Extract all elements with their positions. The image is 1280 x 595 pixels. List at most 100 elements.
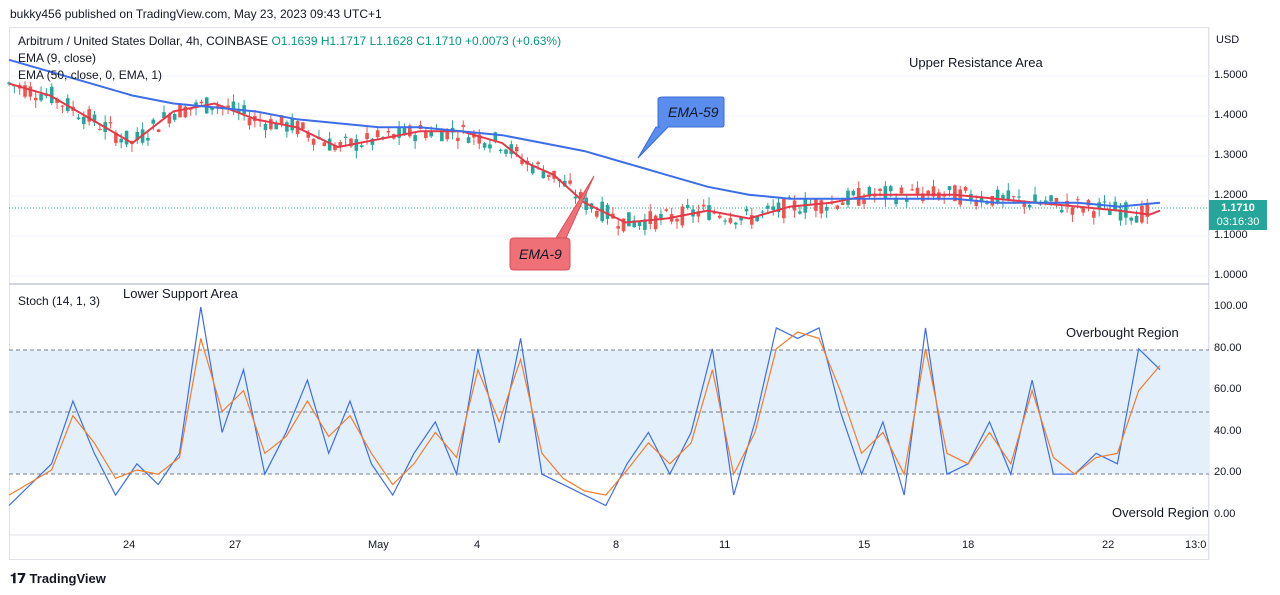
candle-body: [1006, 190, 1011, 201]
candle-body: [696, 211, 701, 217]
candle-body: [1081, 207, 1085, 213]
candle-body: [904, 198, 909, 202]
candle-body: [536, 162, 540, 165]
candle-body: [915, 187, 920, 195]
candle-body: [995, 189, 1000, 204]
candle-body: [937, 192, 941, 200]
candle-body: [1092, 211, 1096, 218]
candle-body: [402, 127, 407, 136]
candle-body: [49, 86, 54, 104]
change-value: +0.0073 (+0.63%): [465, 34, 562, 48]
candle-body: [1129, 217, 1134, 221]
stoch-legend[interactable]: Stoch (14, 1, 3): [18, 294, 101, 308]
candle-body: [188, 108, 193, 110]
candle-body: [883, 186, 888, 200]
time-tick-label: 15: [858, 539, 871, 551]
candle-body: [819, 200, 824, 214]
candle-body: [546, 174, 551, 177]
candle-body: [814, 199, 818, 211]
candle-body: [568, 180, 572, 184]
candle-body: [413, 135, 417, 142]
candle-body: [247, 118, 252, 126]
candle-body: [65, 98, 70, 111]
candle-body: [210, 107, 214, 111]
candle-body: [1011, 196, 1016, 198]
candle-body: [333, 144, 337, 151]
last-price-badge: 1.1710 03:16:30: [1209, 200, 1267, 230]
candle-body: [894, 197, 898, 205]
candle-body: [119, 138, 124, 143]
candle-body: [888, 186, 893, 192]
candle-body: [397, 126, 401, 138]
candle-body: [172, 114, 177, 120]
candle-body: [445, 128, 450, 140]
candle-body: [766, 205, 770, 209]
ema50-legend[interactable]: EMA (50, close, 0, EMA, 1): [18, 68, 163, 82]
candle-body: [108, 122, 113, 124]
candle-body: [466, 137, 471, 143]
candle-body: [750, 215, 754, 225]
candle-body: [595, 210, 599, 217]
candle-body: [285, 122, 289, 132]
candle-body: [1124, 202, 1128, 218]
candle-body: [926, 190, 930, 195]
candle-body: [776, 202, 781, 213]
time-tick-label: 11: [719, 539, 731, 551]
countdown-value: 03:16:30: [1216, 216, 1260, 228]
candle-body: [514, 146, 519, 152]
candle-body: [424, 131, 428, 139]
candle-body: [7, 82, 11, 84]
candle-body: [728, 218, 733, 223]
candle-body: [146, 137, 150, 141]
ema9-legend[interactable]: EMA (9, close): [18, 51, 97, 65]
candle-body: [985, 202, 989, 204]
candle-body: [990, 196, 995, 206]
candle-body: [151, 119, 156, 124]
candle-body: [39, 94, 43, 101]
footer-brand[interactable]: 𝟏𝟳 TradingView: [10, 570, 106, 587]
candle-body: [712, 212, 717, 214]
time-tick-label: 8: [613, 539, 620, 551]
candle-body: [701, 204, 706, 207]
candle-body: [1134, 216, 1139, 223]
candle-body: [386, 130, 391, 133]
last-price-value: 1.1710: [1221, 202, 1255, 214]
candle-body: [520, 159, 524, 164]
overbought-label: Overbought Region: [1066, 325, 1179, 340]
oversold-label: Oversold Region: [1112, 505, 1209, 520]
price-tick-label: 1.0000: [1214, 269, 1248, 281]
candle-body: [733, 222, 738, 225]
candle-body: [1027, 204, 1032, 208]
stoch-tick-label: 40.00: [1214, 424, 1242, 437]
price-tick-label: 1.4000: [1214, 109, 1248, 121]
footer-brand-text: TradingView: [29, 571, 106, 586]
candle-body: [675, 218, 679, 222]
candle-body: [349, 138, 353, 147]
candle-body: [375, 130, 380, 138]
currency-label: USD: [1216, 34, 1240, 46]
stoch-k-line: [8, 306, 1161, 507]
candle-body: [739, 216, 743, 221]
candle-body: [1118, 209, 1123, 221]
candle-body: [899, 187, 904, 194]
time-tick-label: 4: [474, 539, 481, 551]
candle-body: [365, 133, 369, 140]
candle-body: [322, 142, 327, 147]
ema50-line: [8, 58, 1161, 208]
candle-body: [771, 206, 775, 211]
candle-body: [632, 220, 637, 228]
time-tick-label: 18: [962, 539, 975, 551]
price-tick-label: 1.2000: [1214, 189, 1248, 201]
candle-body: [76, 117, 81, 120]
candle-body: [1075, 199, 1080, 201]
candle-body: [627, 212, 631, 227]
candle-body: [354, 139, 359, 151]
stoch-tick-label: 0.00: [1214, 508, 1236, 520]
candle-body: [798, 211, 802, 214]
symbol-name: Arbitrum / United States Dollar, 4h, COI…: [18, 34, 269, 48]
candle-body: [878, 188, 882, 191]
high-value: H1.1717: [320, 34, 367, 48]
candle-body: [124, 130, 129, 145]
candle-body: [616, 226, 621, 229]
